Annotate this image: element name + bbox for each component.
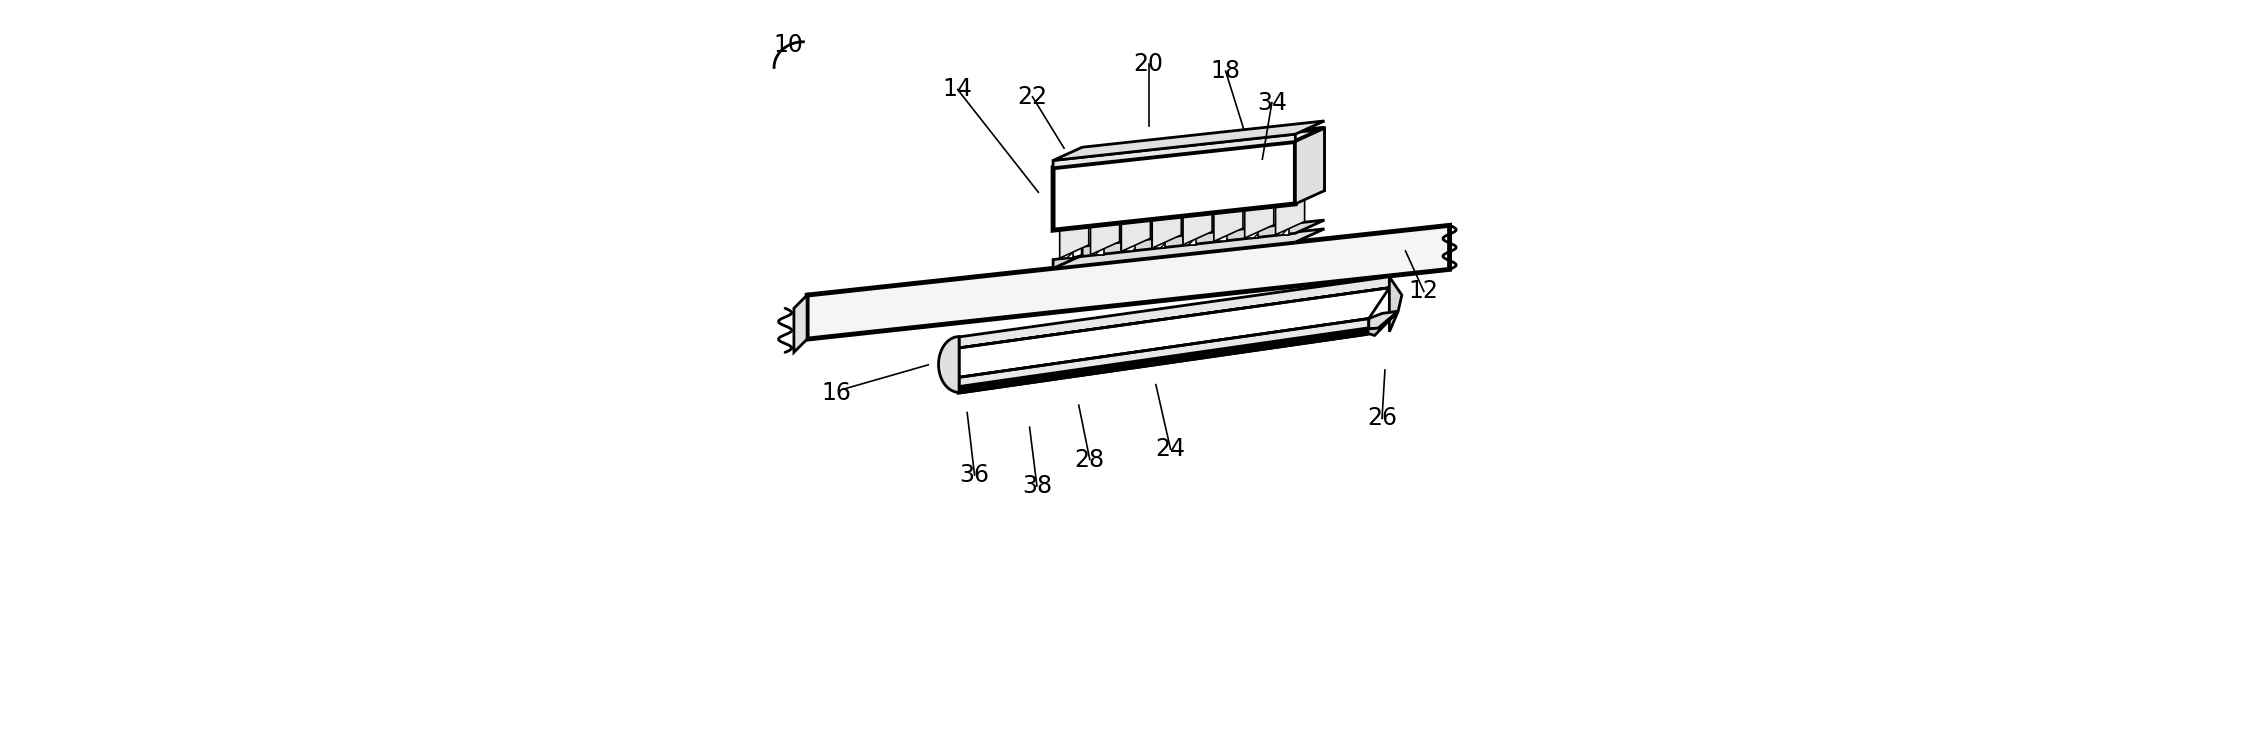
- Polygon shape: [960, 276, 1390, 348]
- Polygon shape: [1183, 215, 1196, 245]
- Text: 34: 34: [1257, 91, 1286, 115]
- Text: 20: 20: [1133, 52, 1163, 76]
- Text: 10: 10: [773, 33, 804, 57]
- Polygon shape: [940, 337, 960, 392]
- Polygon shape: [1151, 206, 1181, 248]
- Polygon shape: [1214, 212, 1228, 242]
- Polygon shape: [1052, 220, 1325, 268]
- Polygon shape: [1059, 215, 1088, 258]
- Polygon shape: [1244, 209, 1257, 238]
- Polygon shape: [1052, 134, 1295, 168]
- Polygon shape: [1122, 209, 1151, 251]
- Polygon shape: [1370, 311, 1399, 329]
- Polygon shape: [1122, 222, 1136, 251]
- Text: 18: 18: [1210, 59, 1241, 83]
- Polygon shape: [1052, 229, 1325, 268]
- Polygon shape: [1390, 276, 1401, 332]
- Text: 38: 38: [1023, 474, 1052, 498]
- Polygon shape: [1151, 219, 1165, 248]
- Polygon shape: [793, 295, 807, 352]
- Polygon shape: [1244, 195, 1273, 238]
- Polygon shape: [1090, 226, 1104, 255]
- Polygon shape: [807, 226, 1449, 339]
- Text: 26: 26: [1368, 406, 1397, 430]
- Text: 22: 22: [1018, 85, 1048, 109]
- Polygon shape: [1183, 202, 1212, 245]
- Text: 28: 28: [1075, 447, 1104, 472]
- Text: 12: 12: [1408, 279, 1440, 304]
- Polygon shape: [1090, 212, 1120, 255]
- Polygon shape: [1368, 311, 1399, 335]
- Polygon shape: [1275, 192, 1304, 234]
- Polygon shape: [1059, 228, 1072, 258]
- Polygon shape: [960, 318, 1370, 388]
- Text: 36: 36: [960, 463, 989, 487]
- Polygon shape: [960, 329, 1370, 392]
- Polygon shape: [1052, 128, 1325, 168]
- Polygon shape: [1275, 206, 1289, 234]
- Text: 14: 14: [942, 77, 973, 102]
- Polygon shape: [1214, 199, 1244, 242]
- Text: 16: 16: [822, 382, 852, 405]
- Polygon shape: [1081, 128, 1325, 217]
- Polygon shape: [960, 287, 1390, 377]
- Text: 24: 24: [1156, 437, 1185, 461]
- Polygon shape: [1295, 128, 1325, 204]
- Polygon shape: [1052, 121, 1325, 161]
- Polygon shape: [1052, 142, 1295, 230]
